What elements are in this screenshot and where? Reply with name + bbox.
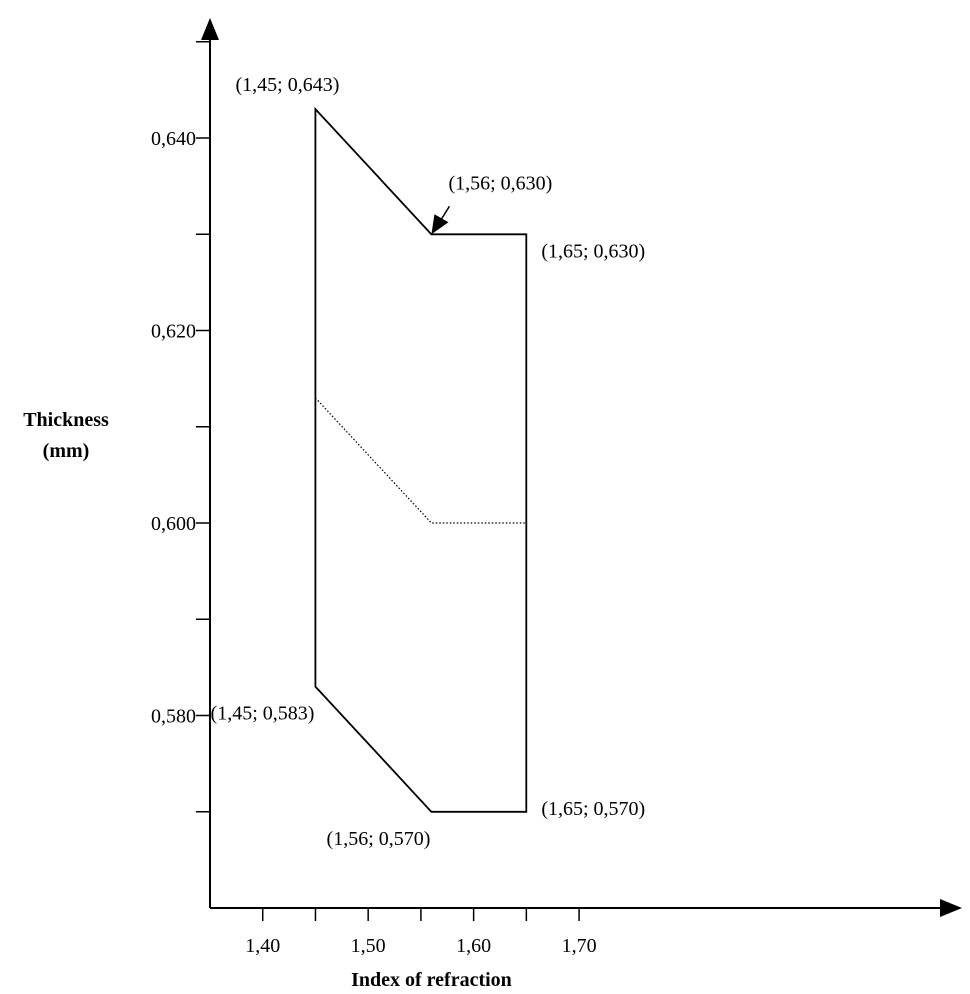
point-label: (1,56; 0,630) xyxy=(448,172,552,194)
point-label: (1,65; 0,570) xyxy=(541,798,645,820)
point-label: (1,56; 0,570) xyxy=(327,828,431,850)
point-label: (1,45; 0,583) xyxy=(211,703,315,725)
x-tick-label: 1,40 xyxy=(245,935,280,957)
labels: 1,40 1,50 1,60 1,70 0,580 0,600 0,620 0,640 Inde… xyxy=(23,74,645,991)
y-tick-label: 0,600 xyxy=(151,513,196,535)
plot-area xyxy=(314,106,528,813)
x-tick-label: 1,70 xyxy=(562,935,597,957)
tolerance-boundary-line xyxy=(314,106,528,813)
point-label: (1,45; 0,643) xyxy=(236,74,340,96)
y-tick-label: 0,640 xyxy=(151,128,196,150)
annotation-arrow-head xyxy=(431,214,449,235)
point-label: (1,65; 0,630) xyxy=(541,240,645,262)
x-axis-arrow xyxy=(940,899,962,917)
x-axis-title: Index of refraction xyxy=(351,969,512,991)
x-tick-label: 1,60 xyxy=(456,935,491,957)
axes xyxy=(196,18,962,921)
y-tick-label: 0,620 xyxy=(151,321,196,343)
nominal-line xyxy=(314,397,527,524)
y-axis-arrow xyxy=(201,18,219,40)
y-axis-title-line: (mm) xyxy=(43,440,90,462)
x-tick-label: 1,50 xyxy=(351,935,386,957)
y-axis-title-line: Thickness xyxy=(23,409,109,431)
y-tick-label: 0,580 xyxy=(151,706,196,728)
